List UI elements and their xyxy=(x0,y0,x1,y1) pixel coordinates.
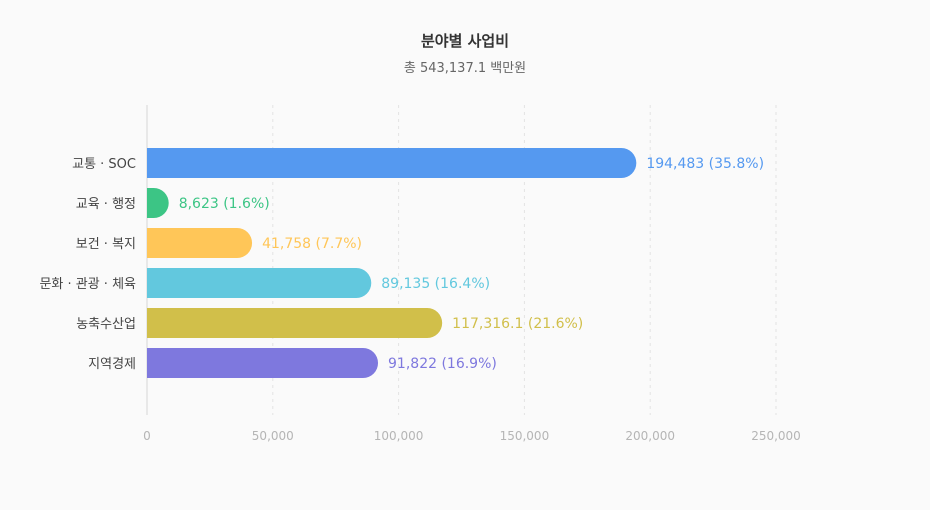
bar-value-label: 8,623 (1.6%) xyxy=(179,196,270,212)
x-tick-label: 0 xyxy=(143,429,151,443)
category-label: 교통 · SOC xyxy=(72,157,136,172)
category-label: 보건 · 복지 xyxy=(76,237,136,252)
x-tick-label: 150,000 xyxy=(500,429,550,443)
x-tick-label: 250,000 xyxy=(751,429,801,443)
bar xyxy=(147,308,443,338)
bar-value-label: 194,483 (35.8%) xyxy=(646,156,764,172)
bar xyxy=(147,148,637,178)
category-label: 문화 · 관광 · 체육 xyxy=(39,277,136,292)
bar xyxy=(147,268,372,298)
category-label: 교육 · 행정 xyxy=(76,196,136,212)
bar-value-label: 89,135 (16.4%) xyxy=(381,276,490,292)
bar-value-label: 91,822 (16.9%) xyxy=(388,356,497,372)
category-label: 농축수산업 xyxy=(76,317,136,332)
x-tick-label: 100,000 xyxy=(374,429,424,443)
bar-value-label: 41,758 (7.7%) xyxy=(262,236,362,252)
bar xyxy=(147,348,379,378)
category-label: 지역경제 xyxy=(88,357,136,372)
bar xyxy=(147,228,253,258)
x-tick-label: 200,000 xyxy=(625,429,675,443)
bar-value-label: 117,316.1 (21.6%) xyxy=(452,316,583,332)
chart-subtitle: 총 543,137.1 백만원 xyxy=(404,61,526,76)
bar xyxy=(147,188,169,218)
chart-title: 분야별 사업비 xyxy=(421,32,509,50)
x-tick-label: 50,000 xyxy=(252,429,294,443)
